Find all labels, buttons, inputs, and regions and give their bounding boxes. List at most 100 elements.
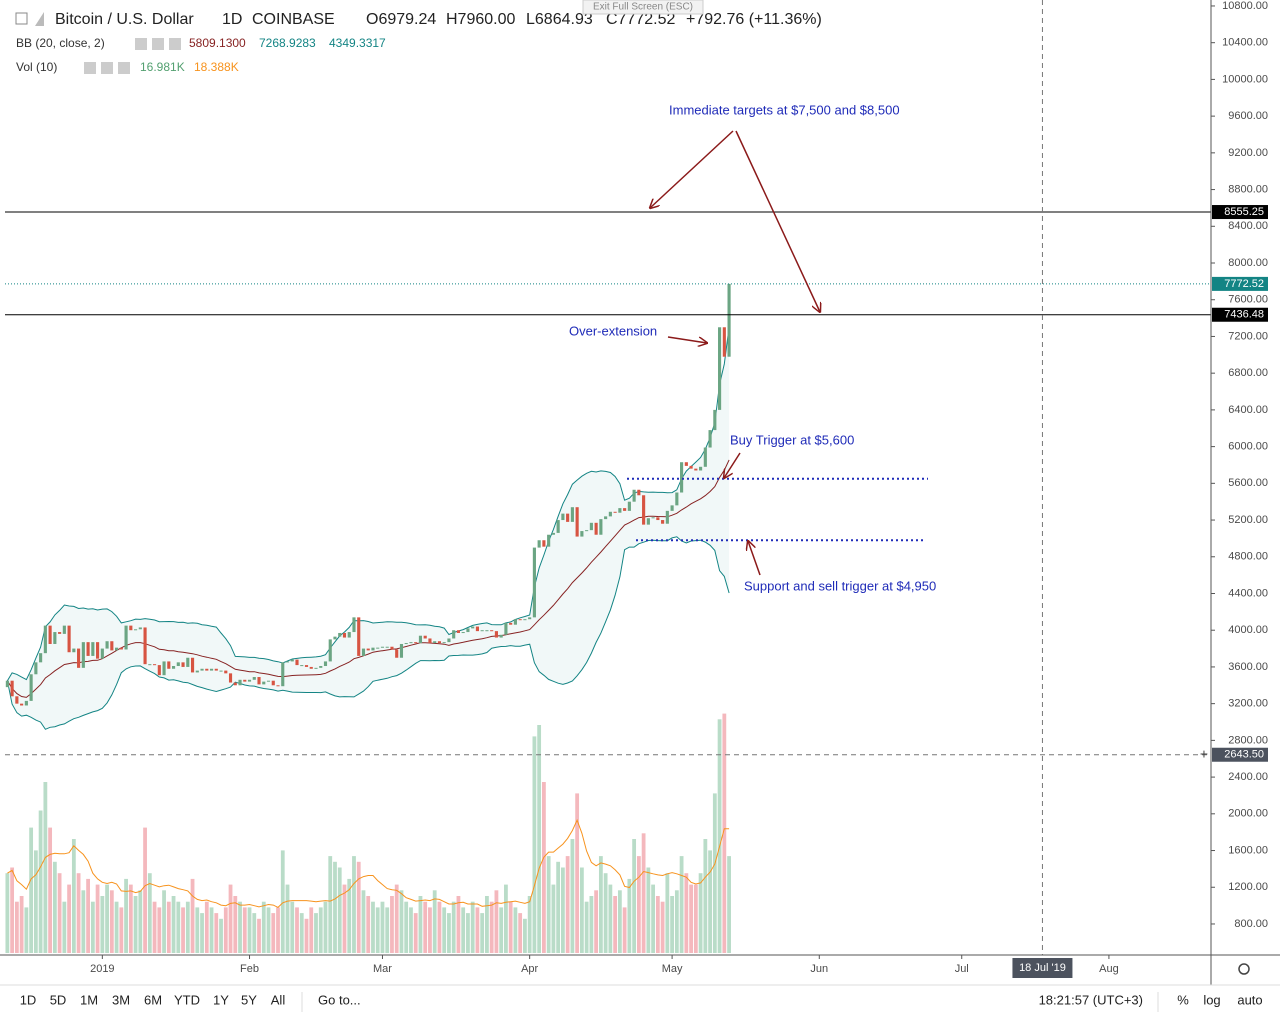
bb-legend-name: BB (20, close, 2) [16, 36, 105, 50]
candle-body [708, 430, 712, 448]
candle-body [494, 631, 498, 638]
candle-body [513, 619, 517, 625]
candle-body [504, 622, 508, 635]
volume-bar [622, 907, 627, 953]
volume-bar [81, 890, 86, 953]
y-tick-label: 6400.00 [1228, 404, 1268, 416]
volume-bar [10, 867, 15, 953]
volume-bar [57, 873, 62, 953]
button[interactable] [118, 62, 130, 74]
ohlc-close: C7772.52 [606, 11, 675, 28]
candle-body [585, 530, 589, 532]
volume-bar [475, 907, 480, 953]
candle-body [599, 519, 603, 535]
candle-body [110, 641, 114, 651]
volume-bar [299, 913, 304, 953]
candle-body [475, 626, 479, 632]
candle-body [271, 680, 275, 686]
candle-body [433, 641, 437, 644]
ohlc-open: O6979.24 [366, 11, 436, 28]
volume-bar [48, 827, 53, 953]
candle-body [58, 632, 62, 634]
candle-body [53, 632, 57, 644]
button[interactable] [169, 38, 181, 50]
percent-toggle[interactable]: % [1177, 992, 1189, 1007]
candle-body [119, 647, 123, 650]
y-tick-label: 2000.00 [1228, 808, 1268, 820]
candle-body [148, 664, 152, 666]
volume-bar [546, 856, 551, 953]
candle-body [575, 507, 579, 537]
annotation: Over-extension [569, 323, 657, 338]
volume-bar [708, 850, 712, 953]
candle-body [352, 617, 356, 633]
range-button[interactable]: YTD [174, 992, 200, 1007]
candle-body [376, 647, 380, 649]
y-tick-label: 8400.00 [1228, 220, 1268, 232]
candle-body [190, 657, 195, 673]
volume-bar [361, 890, 366, 953]
range-button[interactable]: All [271, 992, 286, 1007]
candle-body [357, 617, 361, 656]
volume-bar [119, 907, 124, 953]
button[interactable] [152, 38, 164, 50]
button[interactable] [101, 62, 113, 74]
volume-bar [261, 901, 266, 953]
range-button[interactable]: 3M [112, 992, 130, 1007]
volume-bar [432, 890, 437, 953]
volume-bar [665, 873, 670, 953]
log-toggle[interactable]: log [1203, 992, 1220, 1007]
candle-body [138, 627, 142, 630]
candle-body [608, 511, 612, 517]
volume-bar [204, 901, 209, 953]
volume-bar [76, 873, 81, 953]
volume-bar [556, 861, 561, 953]
range-button[interactable]: 5D [50, 992, 67, 1007]
y-tick-label: 9200.00 [1228, 147, 1268, 159]
collapse-icon[interactable] [15, 12, 28, 25]
goto[interactable]: Go to... [318, 992, 361, 1007]
volume-bar [133, 896, 138, 953]
candle-body [618, 508, 622, 513]
candle-body [67, 625, 71, 653]
range-button[interactable]: 1M [80, 992, 98, 1007]
candle-body [333, 636, 337, 640]
range-button[interactable]: 1D [20, 992, 37, 1007]
button[interactable] [135, 38, 147, 50]
volume-bar [451, 901, 456, 953]
candle-body [466, 628, 470, 633]
candle-body [651, 517, 655, 519]
volume-bar [579, 867, 584, 953]
candle-body [115, 647, 119, 651]
range-button[interactable]: 5Y [241, 992, 257, 1007]
y-tick-label: 5200.00 [1228, 514, 1268, 526]
y-tick-label: 7600.00 [1228, 294, 1268, 306]
arrow [748, 541, 761, 576]
range-button[interactable]: 1Y [213, 992, 229, 1007]
y-tick-label: 10800.00 [1222, 0, 1268, 12]
button[interactable] [84, 62, 96, 74]
y-tick-label: 4000.00 [1228, 624, 1268, 636]
volume-bar [290, 901, 295, 953]
volume-bar [166, 901, 171, 953]
settings-icon[interactable] [1238, 963, 1250, 975]
volume-bar [95, 884, 100, 953]
volume-bar [608, 884, 613, 953]
volume-bar [5, 873, 10, 953]
candle-body [656, 517, 660, 521]
volume-bar [323, 901, 328, 953]
exit-hint[interactable]: Exit Full Screen (ESC) [593, 2, 693, 13]
candle-body [390, 646, 394, 650]
volume-bar [494, 890, 499, 953]
candle-body [86, 642, 90, 656]
y-tick-label: 10000.00 [1222, 73, 1268, 85]
volume-bar [90, 901, 95, 953]
volume-bar [565, 856, 570, 953]
volume-bar [52, 861, 57, 953]
auto-toggle[interactable]: auto [1237, 992, 1262, 1007]
range-button[interactable]: 6M [144, 992, 162, 1007]
volume-bar [105, 884, 109, 953]
volume-bar [570, 839, 575, 953]
crosshair-tag [1012, 958, 1073, 978]
candle-body [91, 642, 95, 656]
